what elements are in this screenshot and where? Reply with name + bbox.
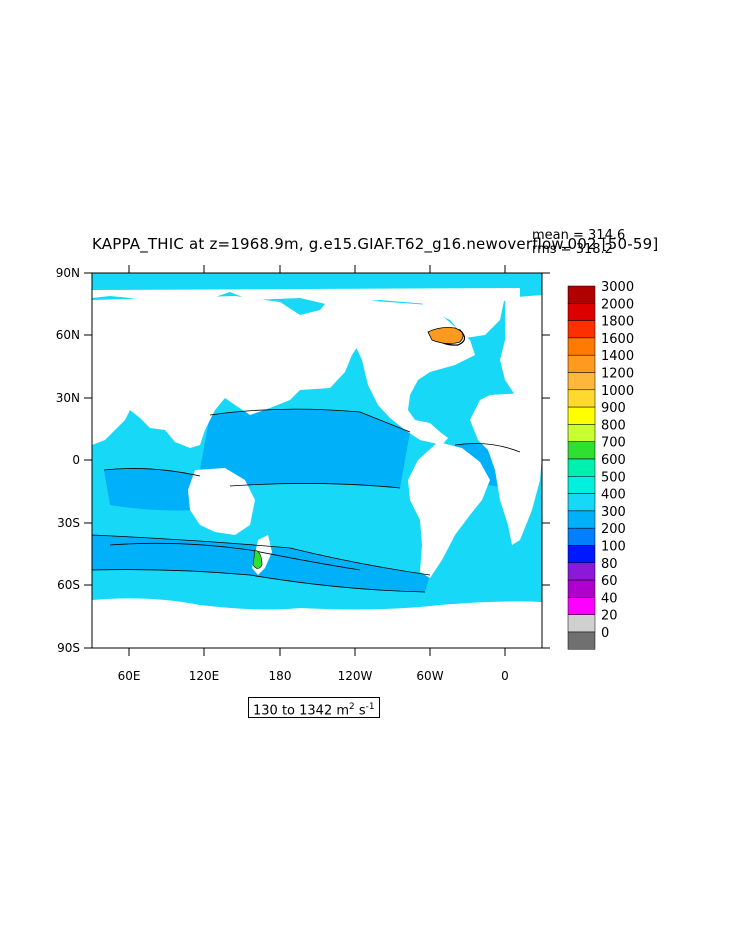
data-range-box: 130 to 1342 m2 s-1 — [248, 697, 380, 718]
colorbar-swatch — [567, 441, 596, 460]
colorbar-level-label: 200 — [601, 522, 626, 537]
lon-label: 60W — [416, 669, 443, 683]
lon-label: 180 — [269, 669, 292, 683]
lon-label: 60E — [118, 669, 141, 683]
colorbar-level-label: 600 — [601, 453, 626, 468]
lat-label: 90N — [56, 266, 80, 280]
range-mid: s — [354, 703, 366, 719]
colorbar-swatch — [567, 320, 596, 339]
colorbar-level-label: 3000 — [601, 280, 634, 295]
land-south-america — [408, 442, 490, 578]
lon-label: 120E — [189, 669, 220, 683]
colorbar-swatch — [567, 424, 596, 442]
land-antarctica — [92, 598, 542, 648]
colorbar-swatch — [567, 527, 596, 546]
colorbar-level-label: 40 — [601, 591, 618, 606]
range-sup-2: 2 — [349, 702, 355, 712]
land-greenland — [415, 296, 505, 338]
map-field — [92, 273, 542, 648]
mean-stat: mean = 314.6 — [532, 228, 626, 243]
range-prefix: 130 to 1342 m — [253, 703, 350, 719]
colorbar-level-label: 1800 — [601, 315, 634, 330]
lon-label: 0 — [501, 669, 509, 683]
colorbar-level-label: 80 — [601, 557, 618, 572]
colorbar-level-label: 1400 — [601, 349, 634, 364]
colorbar-swatch — [567, 597, 596, 615]
colorbar-swatch — [567, 458, 596, 477]
colorbar-swatch — [567, 372, 596, 391]
rms-stat: rms = 318.2 — [532, 242, 613, 257]
colorbar-swatch — [567, 510, 596, 529]
land-asia — [92, 296, 365, 448]
colorbar-swatch — [567, 337, 596, 356]
colorbar-swatch — [567, 579, 596, 598]
contour-lines — [92, 328, 521, 593]
colorbar-level-label: 1000 — [601, 384, 634, 399]
colorbar-swatch — [567, 303, 596, 321]
colorbar-level-label: 20 — [601, 609, 618, 624]
lat-label: 0 — [72, 453, 80, 467]
lat-label: 90S — [57, 641, 80, 655]
colorbar-swatch — [567, 493, 596, 512]
map-title: KAPPA_THIC at z=1968.9m, g.e15.GIAF.T62_… — [92, 235, 659, 253]
colorbar-swatch — [567, 406, 596, 425]
colorbar-swatch — [567, 631, 596, 650]
range-sup-minus1: -1 — [365, 702, 375, 712]
colorbar-level-label: 1600 — [601, 332, 634, 347]
colorbar-level-label: 700 — [601, 436, 626, 451]
colorbar-level-label: 0 — [601, 626, 609, 641]
colorbar-level-label: 100 — [601, 540, 626, 555]
labrador-hotspot — [427, 327, 464, 344]
land-australia — [188, 468, 255, 535]
land-africa — [470, 392, 542, 545]
colorbar-swatch — [567, 562, 596, 581]
colorbar-swatch — [567, 614, 596, 633]
colorbar-level-label: 500 — [601, 470, 626, 485]
colorbar-level-label: 800 — [601, 418, 626, 433]
colorbar-level-label: 1200 — [601, 367, 634, 382]
lat-label: 60S — [57, 578, 80, 592]
colorbar-level-label: 300 — [601, 505, 626, 520]
colorbar-level-label: 400 — [601, 488, 626, 503]
land-europe — [500, 295, 542, 400]
colorbar-level-label: 60 — [601, 574, 618, 589]
axis-ticks — [84, 265, 550, 656]
colorbar-swatch — [567, 545, 596, 564]
lat-label: 30S — [57, 516, 80, 530]
colorbar: 3000200018001600140012001000900800700600… — [567, 280, 634, 650]
colorbar-swatch — [567, 389, 596, 408]
colorbar-swatch — [567, 476, 596, 494]
colorbar-level-label: 2000 — [601, 297, 634, 312]
lat-label: 30N — [56, 391, 80, 405]
colorbar-level-label: 900 — [601, 401, 626, 416]
lat-label: 60N — [56, 328, 80, 342]
tropical-band-pacific — [200, 409, 410, 488]
colorbar-swatch — [567, 354, 596, 373]
colorbar-swatch — [567, 285, 596, 304]
tropical-band-indian — [104, 468, 200, 511]
nz-hotspot — [252, 549, 263, 569]
lon-label: 120W — [338, 669, 373, 683]
